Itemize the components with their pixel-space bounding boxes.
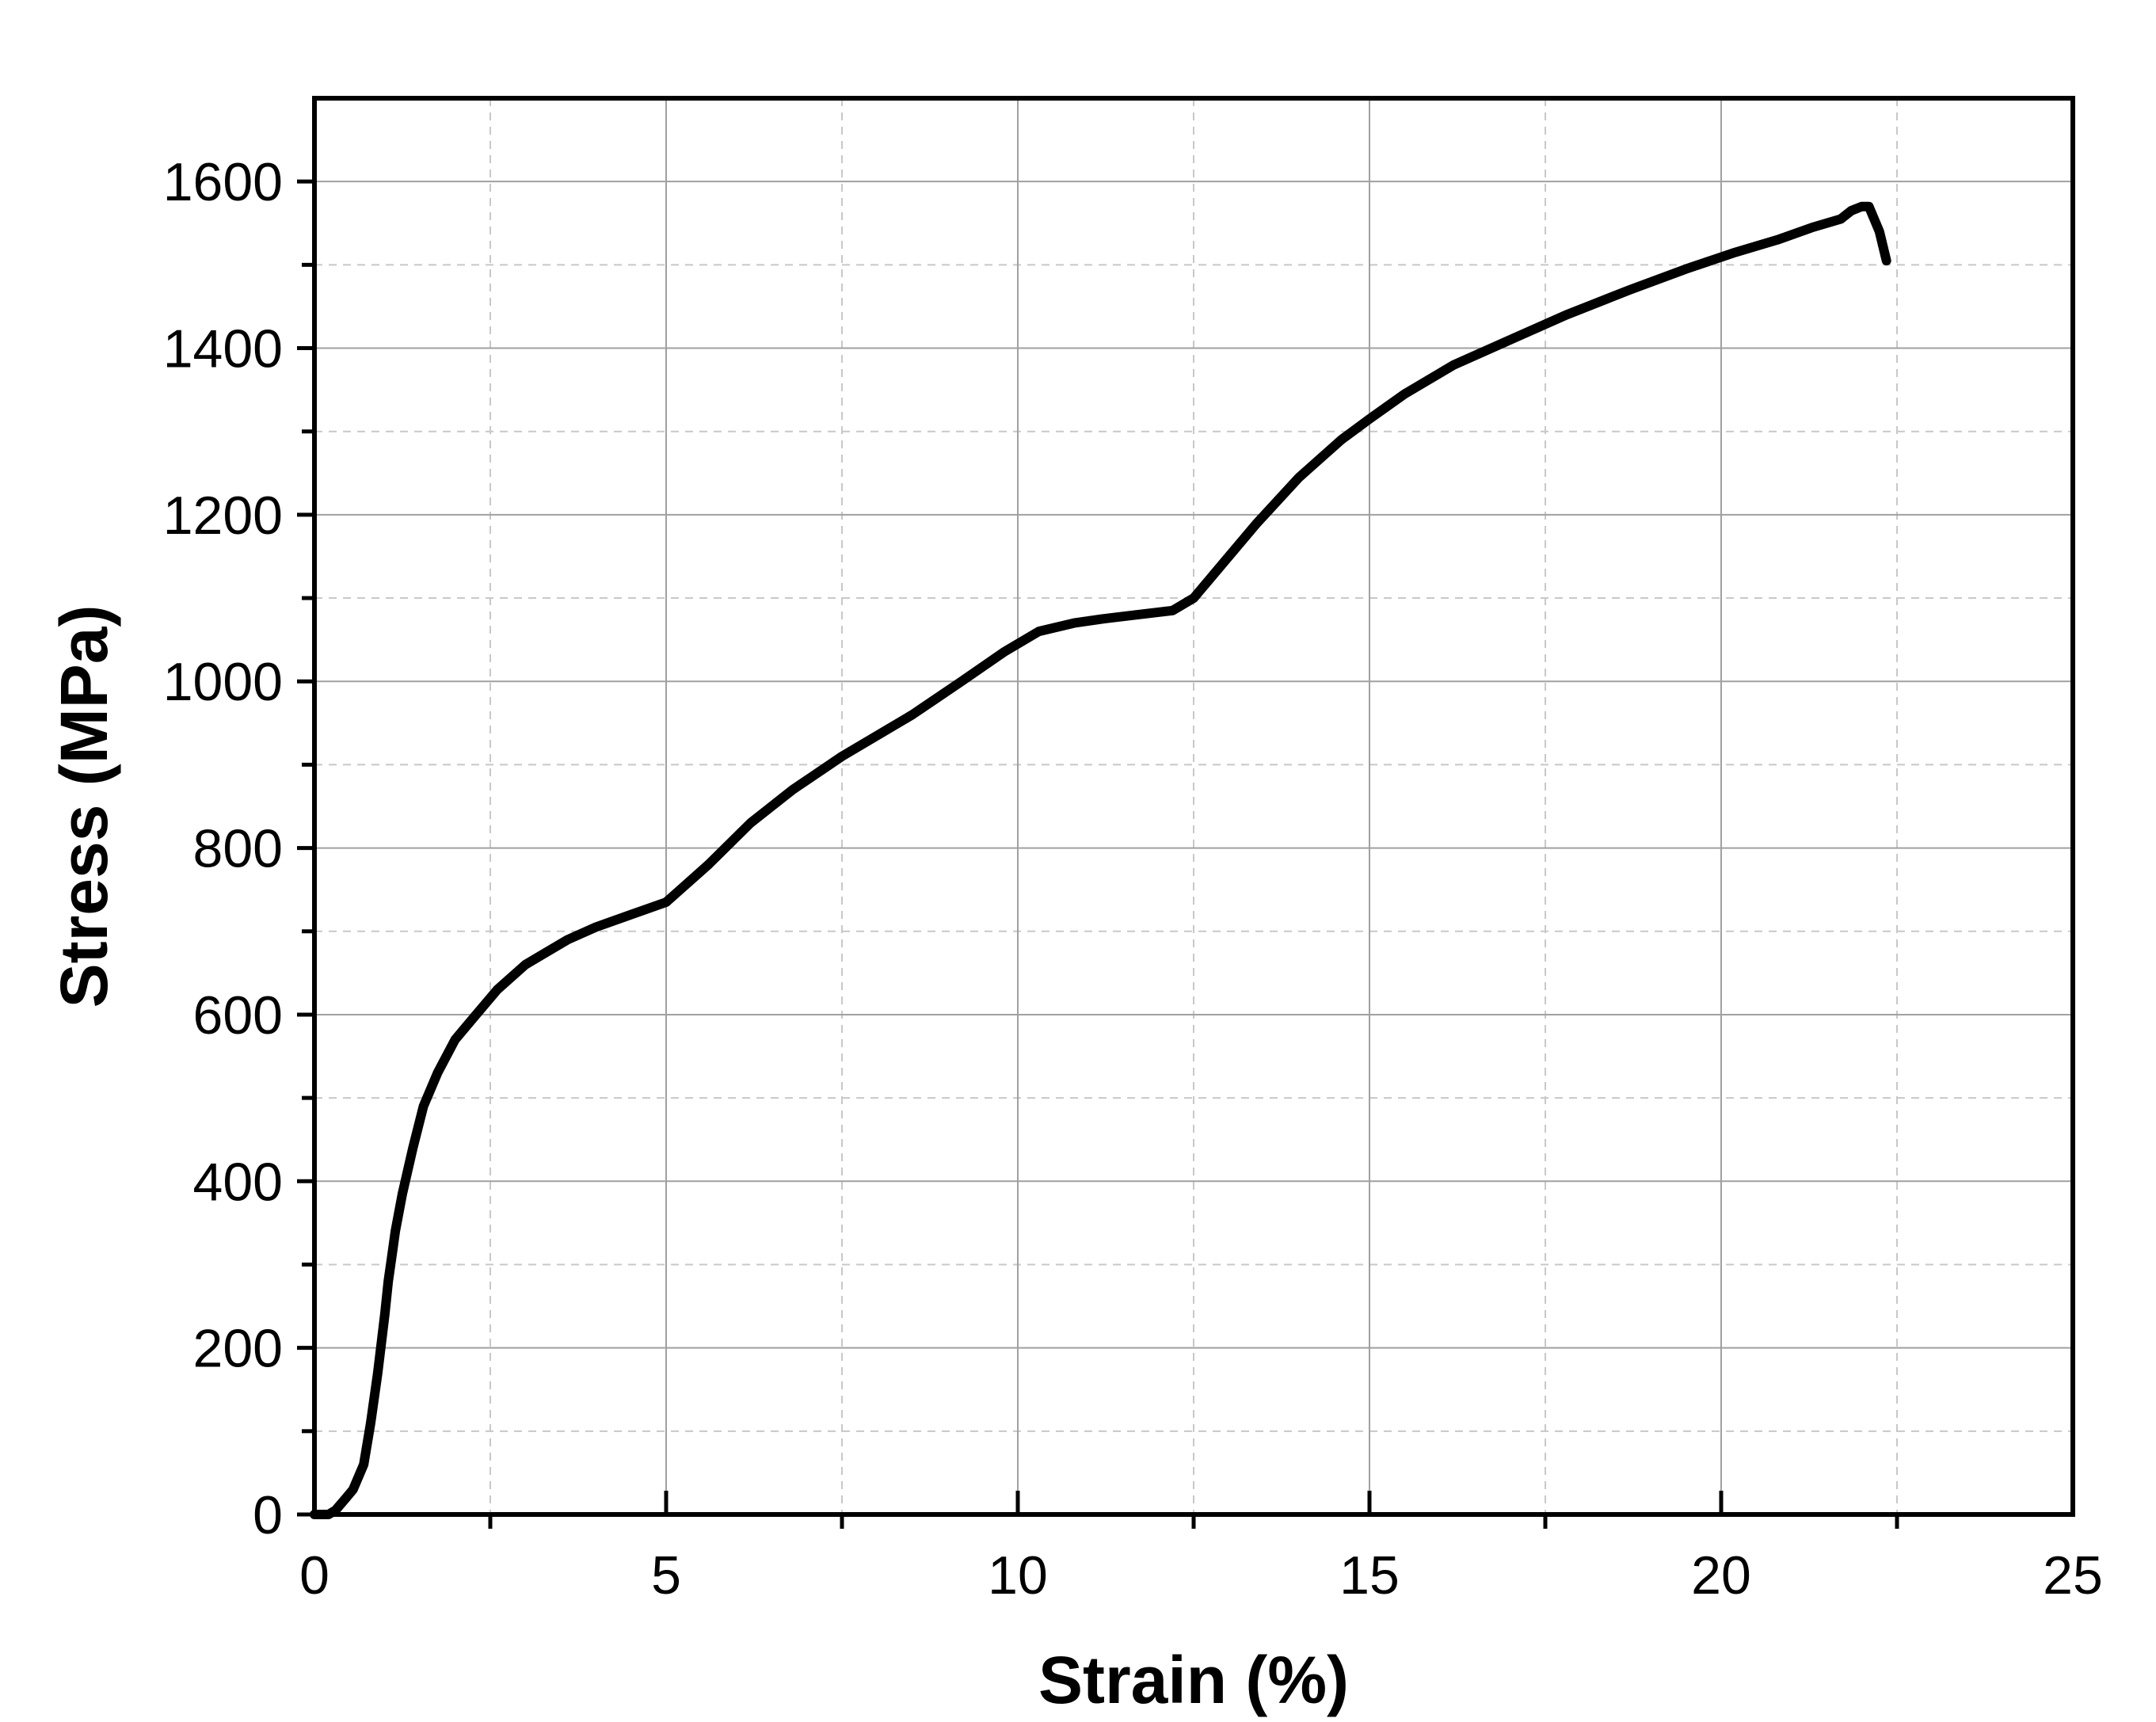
y-tick-label: 600 [193,985,283,1046]
x-tick-label: 25 [2043,1545,2103,1606]
y-tick-label: 200 [193,1319,283,1379]
x-tick-label: 15 [1339,1545,1400,1606]
y-tick-labels: 0 200 400 600 800 1000 1200 1400 1600 [163,152,283,1545]
stress-strain-curve [310,201,1891,1519]
grid-lines [314,98,2074,1515]
plot-frame [312,96,2075,1517]
y-tick-label: 400 [193,1152,283,1212]
y-tick-label: 800 [193,819,283,879]
y-tick-label: 1600 [163,152,283,212]
axis-ticks [297,179,2075,1529]
x-tick-label: 0 [299,1545,329,1606]
y-tick-label: 1400 [163,319,283,379]
x-tick-label: 5 [651,1545,681,1606]
y-tick-label: 0 [253,1485,283,1545]
x-axis-title: Strain (%) [1038,1643,1349,1717]
x-tick-label: 20 [1691,1545,1751,1606]
y-tick-label: 1000 [163,652,283,712]
y-axis-title: Stress (MPa) [47,605,121,1008]
x-tick-labels: 0 5 10 15 20 25 [299,1545,2103,1606]
y-tick-label: 1200 [163,486,283,546]
x-tick-label: 10 [988,1545,1048,1606]
